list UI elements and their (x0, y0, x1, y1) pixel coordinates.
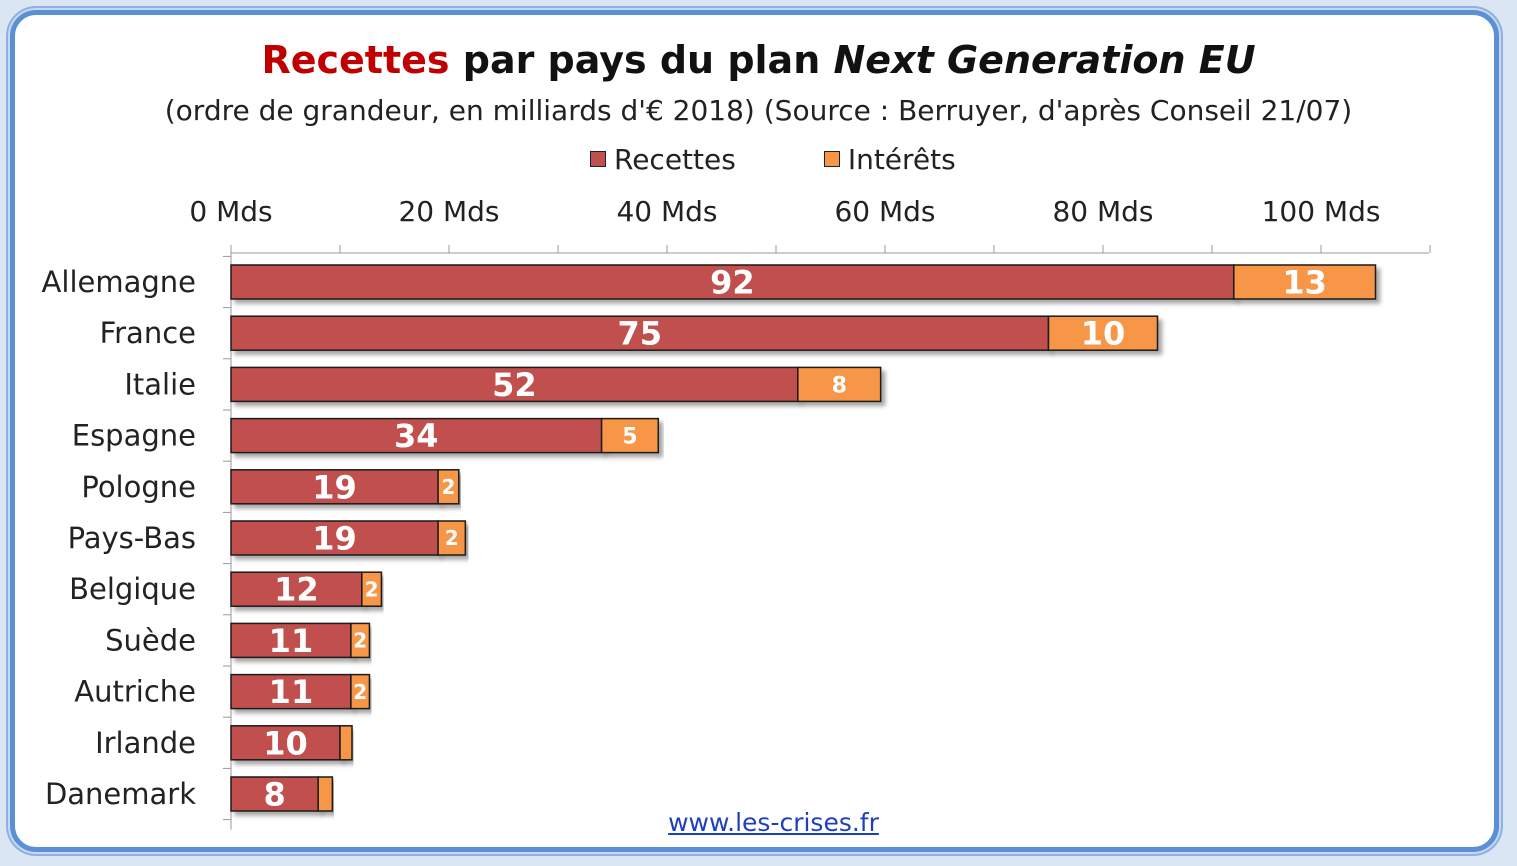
x-tick-label: 20 Mds (398, 195, 499, 228)
chart-subtitle: (ordre de grandeur, en milliards d'€ 201… (164, 94, 1353, 127)
x-tick-label: 80 Mds (1052, 195, 1153, 228)
chart-title: Recettes par pays du plan Next Generatio… (0, 38, 1517, 82)
data-label-recettes: 11 (269, 622, 314, 660)
data-label-recettes: 34 (394, 417, 439, 455)
legend-swatch-interets (823, 151, 840, 167)
data-label-recettes: 19 (312, 468, 357, 506)
category-label: Italie (124, 367, 196, 401)
bar-interets (600, 417, 660, 454)
bar-recettes (230, 776, 319, 812)
data-label-interets: 8 (832, 373, 847, 398)
bar-interets (437, 469, 460, 505)
data-label-recettes: 19 (312, 520, 357, 558)
data-label-recettes: 8 (263, 776, 285, 814)
x-tick-label: 100 Mds (1262, 195, 1381, 228)
data-label-interets: 2 (353, 680, 367, 704)
data-label-interets: 10 (1081, 315, 1126, 353)
data-label-recettes: 92 (710, 264, 755, 302)
bar-interets (317, 776, 334, 812)
bar-interets (361, 571, 383, 607)
bar-recettes (230, 264, 1235, 300)
category-label: Pologne (81, 470, 196, 504)
category-label: Pays-Bas (68, 521, 196, 555)
source-link[interactable]: www.les-crises.fr (668, 808, 879, 837)
data-label-recettes: 52 (492, 366, 537, 404)
category-label: France (100, 316, 196, 350)
x-tick-label: 0 Mds (189, 195, 272, 228)
x-tick-label: 40 Mds (616, 195, 717, 228)
legend-label-recettes: Recettes (614, 142, 736, 176)
title-italic: Next Generation EU (833, 38, 1256, 82)
bar-recettes (230, 315, 1050, 351)
data-label-interets: 13 (1282, 264, 1327, 302)
category-label: Belgique (69, 572, 196, 606)
data-label-interets: 2 (445, 526, 459, 550)
x-tick-label: 60 Mds (834, 195, 935, 228)
bar-interets (1233, 264, 1377, 300)
bar-interets (339, 725, 353, 761)
bar-recettes (230, 520, 439, 556)
legend-item-interets: Intérêts (823, 142, 956, 176)
data-label-interets: 2 (353, 629, 367, 653)
category-label: Irlande (95, 726, 196, 760)
title-middle: par pays du plan (449, 38, 834, 82)
data-label-recettes: 12 (274, 571, 319, 609)
bar-interets (797, 366, 882, 403)
legend-swatch-recettes (590, 151, 606, 167)
legend: Recettes Intérêts (590, 141, 956, 177)
bar-interets (1047, 315, 1159, 351)
data-label-recettes: 11 (269, 673, 314, 711)
category-label: Espagne (72, 419, 196, 453)
data-label-interets: 2 (441, 475, 455, 499)
bar-recettes (230, 417, 603, 454)
bar-recettes (230, 469, 439, 505)
data-label-interets: 5 (622, 425, 637, 450)
bar-interets (437, 520, 467, 556)
bar-recettes (230, 622, 352, 659)
title-highlight: Recettes (261, 38, 450, 82)
bar-recettes (230, 366, 799, 403)
category-label: Allemagne (42, 265, 196, 299)
data-label-recettes: 10 (263, 724, 308, 762)
bar-interets (350, 673, 371, 710)
bar-interets (350, 622, 371, 659)
data-label-recettes: 75 (617, 315, 662, 353)
legend-label-interets: Intérêts (847, 142, 956, 176)
category-label: Autriche (74, 675, 196, 709)
legend-item-recettes: Recettes (590, 143, 736, 176)
category-label: Danemark (45, 777, 196, 811)
category-label: Suède (105, 623, 196, 657)
bar-recettes (230, 725, 341, 761)
data-label-interets: 2 (365, 577, 379, 601)
